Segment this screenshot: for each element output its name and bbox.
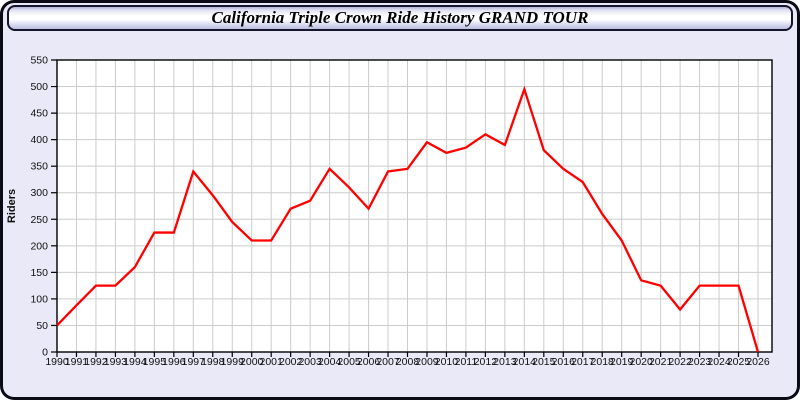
y-tick-label: 300 <box>30 187 48 199</box>
x-tick-label: 1999 <box>221 356 245 368</box>
plot-frame <box>56 59 773 353</box>
y-tick-label: 450 <box>30 108 48 120</box>
x-tick-label: 2023 <box>688 356 712 368</box>
x-tick-label: 2004 <box>318 356 342 368</box>
x-tick-label: 2024 <box>707 356 731 368</box>
x-tick-label: 2005 <box>337 356 361 368</box>
x-tick-label: 1992 <box>84 356 108 368</box>
x-tick-label: 2007 <box>376 356 400 368</box>
axis-ticks <box>51 59 759 357</box>
x-tick-label: 2009 <box>415 356 439 368</box>
x-tick-label: 2013 <box>493 356 517 368</box>
gridlines <box>56 59 772 353</box>
x-tick-labels: 1990199119921993199419951996199719981999… <box>45 356 770 368</box>
x-tick-label: 2001 <box>260 356 284 368</box>
riders-line-series <box>56 85 760 353</box>
y-tick-label: 350 <box>30 161 48 173</box>
x-tick-label: 2015 <box>532 356 556 368</box>
x-tick-label: 2017 <box>571 356 595 368</box>
x-tick-label: 1998 <box>201 356 225 368</box>
x-tick-label: 2008 <box>396 356 420 368</box>
x-tick-label: 2011 <box>455 356 478 368</box>
x-tick-label: 1993 <box>104 356 128 368</box>
y-axis-title: Riders <box>6 189 18 223</box>
x-tick-label: 2019 <box>610 356 634 368</box>
x-tick-label: 2022 <box>668 356 692 368</box>
x-tick-label: 2012 <box>474 356 498 368</box>
x-tick-label: 2014 <box>513 356 537 368</box>
y-tick-label: 150 <box>30 267 48 279</box>
x-tick-label: 2006 <box>357 356 381 368</box>
x-tick-label: 2002 <box>279 356 303 368</box>
x-tick-label: 2018 <box>591 356 615 368</box>
y-tick-label: 0 <box>42 347 48 359</box>
x-tick-label: 2020 <box>629 356 653 368</box>
y-tick-label: 400 <box>30 134 48 146</box>
x-tick-label: 1990 <box>45 356 69 368</box>
y-tick-labels: 0 50 100 150 200 250 300 350 400 450 500 550 <box>30 55 48 359</box>
x-tick-label: 2003 <box>298 356 322 368</box>
title-bar: California Triple Crown Ride History GRA… <box>7 5 793 31</box>
y-tick-label: 100 <box>30 293 48 305</box>
x-tick-label: 2016 <box>552 356 576 368</box>
x-tick-label: 1991 <box>65 356 89 368</box>
y-tick-label: 550 <box>30 55 48 67</box>
x-tick-label: 2000 <box>240 356 264 368</box>
x-tick-label: 2021 <box>649 356 673 368</box>
y-tick-label: 500 <box>30 81 48 93</box>
y-tick-label: 250 <box>30 214 48 226</box>
page-title: California Triple Crown Ride History GRA… <box>211 8 589 27</box>
plot-area <box>57 60 772 352</box>
x-tick-label: 1996 <box>162 356 186 368</box>
x-tick-label: 2025 <box>727 356 751 368</box>
x-tick-label: 1994 <box>123 356 147 368</box>
x-tick-label: 1995 <box>143 356 167 368</box>
y-tick-label: 200 <box>30 240 48 252</box>
y-tick-label: 50 <box>36 320 48 332</box>
x-tick-label: 1997 <box>182 356 206 368</box>
x-tick-label: 2010 <box>435 356 459 368</box>
x-tick-label: 2026 <box>746 356 770 368</box>
